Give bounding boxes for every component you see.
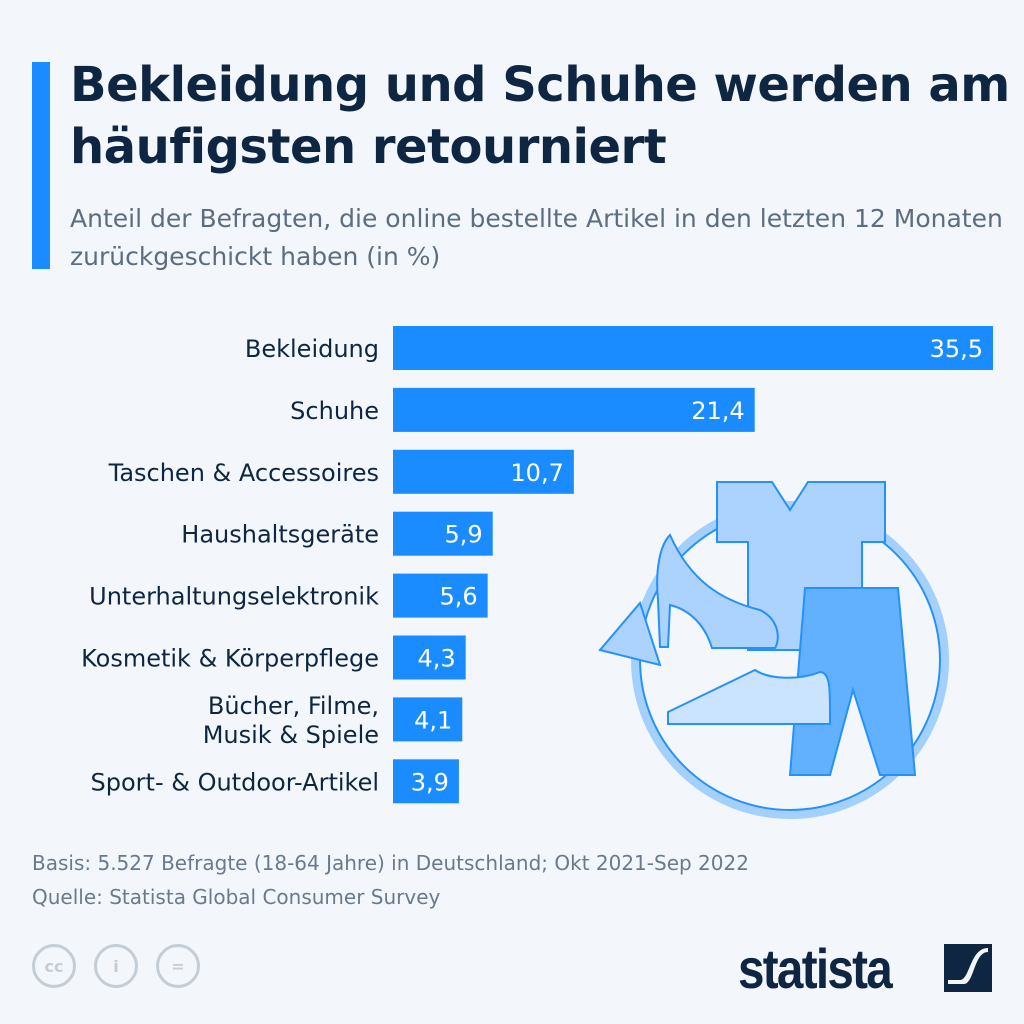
cc-license-icon[interactable]: cc — [32, 944, 76, 988]
accent-bar — [32, 62, 50, 269]
attribution-icon[interactable]: i — [94, 944, 138, 988]
value-label: 5,9 — [445, 521, 483, 549]
bar — [393, 511, 493, 556]
category-label: Sport- & Outdoor-Artikel — [91, 768, 379, 796]
basis-note: Basis: 5.527 Befragte (18-64 Jahre) in D… — [32, 851, 749, 875]
value-label: 21,4 — [691, 397, 744, 425]
category-label: Haushaltsgeräte — [181, 521, 379, 549]
category-label: Bekleidung — [245, 335, 379, 363]
bar — [393, 759, 459, 804]
category-label: Taschen & Accessoires — [108, 459, 379, 487]
category-label: Kosmetik & Körperpflege — [81, 645, 379, 673]
value-label: 3,9 — [411, 768, 449, 796]
value-label: 5,6 — [439, 583, 477, 611]
bar — [393, 697, 463, 742]
statista-logo[interactable]: statista — [738, 937, 893, 1000]
footer-notes: Basis: 5.527 Befragte (18-64 Jahre) in D… — [32, 846, 749, 914]
category-label: Bücher, Filme, Musik & Spiele — [203, 692, 379, 749]
category-label: Unterhaltungselektronik — [89, 583, 379, 611]
category-label: Schuhe — [290, 397, 379, 425]
bar — [393, 635, 466, 680]
value-label: 10,7 — [510, 459, 563, 487]
no-derivatives-icon[interactable]: = — [156, 944, 200, 988]
statista-logo-mark-icon — [944, 944, 992, 992]
bar — [393, 326, 993, 370]
source-note: Quelle: Statista Global Consumer Survey — [32, 885, 441, 909]
chart-title: Bekleidung und Schuhe werden am häufigst… — [70, 57, 1010, 175]
value-label: 35,5 — [930, 335, 983, 363]
chart-subtitle: Anteil der Befragten, die online bestell… — [70, 204, 1003, 271]
bar — [393, 573, 488, 618]
value-label: 4,3 — [418, 645, 456, 673]
bar — [393, 449, 574, 494]
illustration-returns — [598, 481, 949, 819]
value-label: 4,1 — [414, 706, 452, 734]
bar — [393, 387, 755, 432]
